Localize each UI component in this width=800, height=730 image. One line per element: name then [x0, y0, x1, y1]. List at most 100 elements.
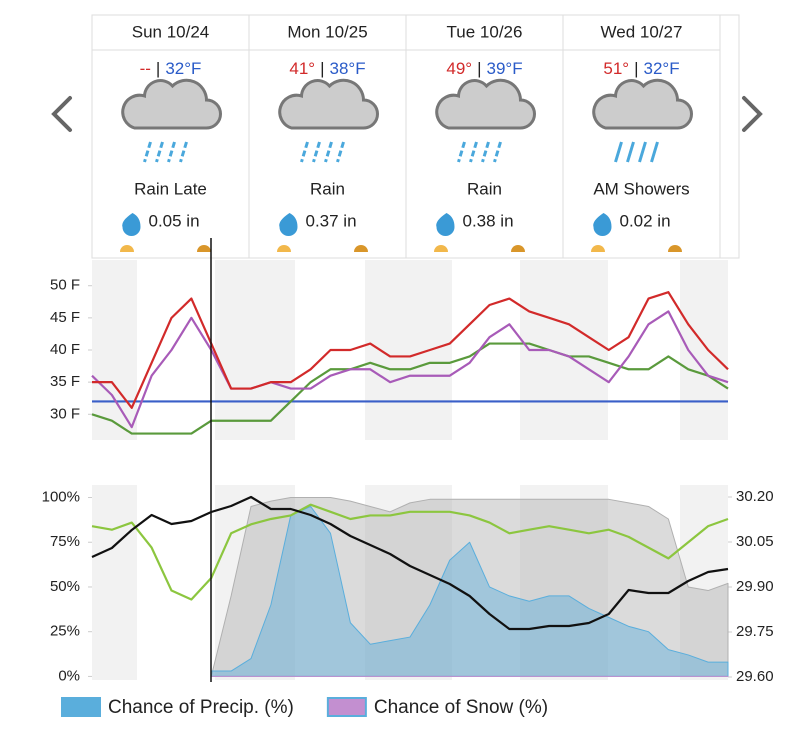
temp-high: 51° [603, 59, 629, 78]
y2-tick-label: 29.90 [736, 578, 774, 595]
cloud-icon [592, 78, 693, 130]
card-frame [405, 14, 564, 259]
sunrise-icon [591, 245, 605, 252]
rain-streak [312, 141, 321, 163]
legend-label: Chance of Snow (%) [374, 697, 548, 718]
temp-low: 32°F [644, 59, 680, 78]
series-area [210, 505, 729, 677]
rain-streak [638, 141, 647, 163]
drop-icon [279, 213, 298, 237]
nav-arrows[interactable] [51, 96, 763, 132]
legend-swatch [326, 697, 367, 717]
y2-tick-label: 29.75 [736, 623, 774, 640]
temp-high: 49° [446, 59, 472, 78]
day-date: Tue 10/26 [447, 22, 523, 41]
y2-tick-label: 29.60 [736, 668, 774, 685]
series-line [91, 342, 729, 435]
temp-high: -- [140, 59, 151, 78]
day-precip: 0.05 in [149, 211, 200, 230]
day-card: Tue 10/26 49° | 39°F Rain 0.38 in [405, 14, 564, 259]
rain-streak [469, 141, 478, 163]
y-tick-label: 35 F [50, 373, 80, 390]
series-line [91, 495, 729, 631]
y-tick-label: 75% [50, 533, 80, 550]
cloud-icon [278, 78, 379, 130]
rain-streak [614, 141, 623, 163]
y-tick-label: 25% [50, 623, 80, 640]
day-precip: 0.02 in [620, 211, 671, 230]
legend-swatch [61, 697, 101, 717]
rain-streak [457, 141, 466, 163]
cloud-icon [121, 78, 222, 130]
temp-low: 32°F [165, 59, 201, 78]
sunrise-icon [434, 245, 448, 252]
day-date: Wed 10/27 [601, 22, 683, 41]
day-precip: 0.38 in [463, 211, 514, 230]
y-tick-label: 40 F [50, 341, 80, 358]
sunset-icon [668, 245, 682, 252]
rain-streak [155, 141, 164, 163]
y-tick-label: 30 F [50, 405, 80, 422]
temp-separator: | [156, 59, 160, 78]
temp-low: 39°F [487, 59, 523, 78]
cloud-icon [435, 78, 536, 130]
rain-streak [179, 141, 188, 163]
day-temps: 41° | 38°F [289, 59, 365, 78]
y-tick-label: 100% [42, 488, 80, 505]
rain-streak [650, 141, 659, 163]
drop-icon [593, 213, 612, 237]
legend-label: Chance of Precip. (%) [108, 697, 294, 718]
temp-high: 41° [289, 59, 315, 78]
y-tick-label: 45 F [50, 309, 80, 326]
day-bands [137, 260, 680, 680]
y-tick-label: 50% [50, 578, 80, 595]
day-card: Wed 10/27 51° | 32°F AM Showers 0.02 in [562, 14, 721, 259]
day-condition: Rain [467, 179, 502, 198]
rain-streak [626, 141, 635, 163]
series-line [92, 291, 729, 409]
next-arrow[interactable] [742, 96, 763, 132]
day-temps: -- | 32°F [140, 59, 202, 78]
y-tick-label: 50 F [50, 277, 80, 294]
y-tick-label: 0% [58, 667, 80, 684]
card-frame [248, 14, 407, 259]
sunset-icon [354, 245, 368, 252]
y2-tick-label: 30.20 [736, 488, 774, 505]
series-area [210, 497, 729, 677]
day-card: Mon 10/25 41° | 38°F Rain 0.37 in [248, 14, 407, 259]
card-frame [91, 14, 250, 259]
series-line [91, 310, 729, 429]
prev-arrow[interactable] [51, 96, 72, 132]
day-precip: 0.37 in [306, 211, 357, 230]
rain-streak [493, 141, 502, 163]
rain-streak [143, 141, 152, 163]
y2-tick-label: 30.05 [736, 533, 774, 550]
series-line [91, 503, 729, 601]
rain-streak [167, 141, 176, 163]
rain-streak [324, 141, 333, 163]
rain-streak [481, 141, 490, 163]
sunrise-icon [120, 245, 134, 252]
drop-icon [436, 213, 455, 237]
drop-icon [122, 213, 141, 237]
temp-separator: | [477, 59, 481, 78]
day-card: Sun 10/24 -- | 32°F Rain Late 0.05 in [91, 14, 250, 259]
day-condition: AM Showers [593, 179, 689, 198]
temp-separator: | [634, 59, 638, 78]
charts: 30 F 35 F 40 F 45 F 50 F 0% 25% 50% 75% 100% 29.60… [42, 277, 774, 718]
day-cards: Sun 10/24 -- | 32°F Rain Late 0.05 in Mon 10/2… [91, 14, 740, 259]
card-partial [718, 14, 740, 259]
card-frame [562, 14, 721, 259]
temp-low: 38°F [330, 59, 366, 78]
day-date: Sun 10/24 [132, 22, 210, 41]
rain-streak [336, 141, 345, 163]
day-temps: 49° | 39°F [446, 59, 522, 78]
day-temps: 51° | 32°F [603, 59, 679, 78]
sunrise-icon [277, 245, 291, 252]
day-condition: Rain [310, 179, 345, 198]
day-date: Mon 10/25 [287, 22, 367, 41]
sunset-icon [511, 245, 525, 252]
temp-separator: | [320, 59, 324, 78]
